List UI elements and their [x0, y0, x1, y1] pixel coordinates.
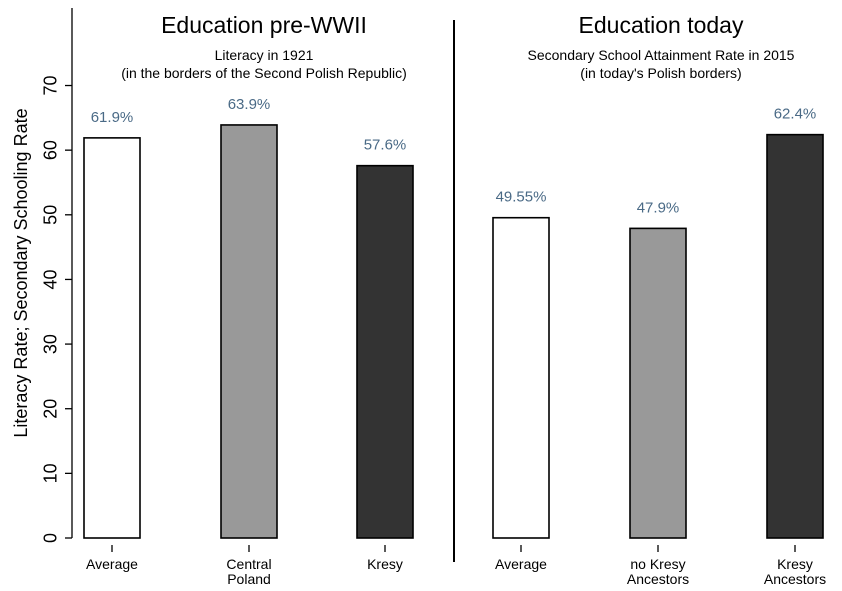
x-tick-label: Average	[86, 556, 138, 572]
bar-2-1	[492, 216, 550, 539]
bar-1-3	[356, 164, 414, 539]
panel-1-subtitle-line-2: (in the borders of the Second Polish Rep…	[121, 65, 407, 81]
y-tick-label: 20	[40, 399, 60, 419]
bar-value-label: 47.9%	[637, 199, 680, 216]
y-ticks: 0 10 20 30 40 50 60 70	[40, 76, 72, 543]
x-tick-label: Kresy	[367, 556, 403, 572]
bar-2-3	[766, 133, 824, 539]
bar-value-label: 57.6%	[364, 137, 407, 154]
y-tick-label: 30	[40, 334, 60, 354]
y-tick-label: 10	[40, 463, 60, 483]
bar-2-2	[629, 227, 687, 539]
panel-2-title: Education today	[579, 12, 744, 38]
x-tick-label: Poland	[227, 571, 271, 587]
x-tick-label: Ancestors	[627, 571, 689, 587]
y-tick-label: 0	[40, 533, 60, 543]
x-tick-label: Average	[495, 556, 547, 572]
panel-1-title: Education pre-WWII	[161, 12, 367, 38]
y-tick-label: 70	[40, 76, 60, 96]
y-tick-label: 60	[40, 140, 60, 160]
bar-value-label: 63.9%	[228, 96, 271, 113]
x-tick-label: Kresy	[777, 556, 813, 572]
bars: 61.9% 63.9% 57.6% 49.55% 47.9% 62.4%	[83, 96, 824, 539]
x-tick-label: no Kresy	[630, 556, 685, 572]
panel-2-subtitle-line-1: Secondary School Attainment Rate in 2015	[528, 47, 795, 63]
bar-1-1	[83, 137, 141, 539]
bar-value-label: 49.55%	[496, 189, 547, 206]
y-tick-label: 50	[40, 205, 60, 225]
x-tick-label: Central	[226, 556, 271, 572]
bar-value-label: 62.4%	[774, 106, 817, 123]
y-tick-label: 40	[40, 269, 60, 289]
y-axis-title: Literacy Rate; Secondary Schooling Rate	[11, 108, 31, 437]
bar-1-2	[220, 124, 278, 539]
bar-value-label: 61.9%	[91, 109, 134, 126]
panel-1-subtitle-line-1: Literacy in 1921	[215, 47, 314, 63]
panel-2-subtitle-line-2: (in today's Polish borders)	[580, 65, 741, 81]
x-tick-label: Ancestors	[764, 571, 826, 587]
